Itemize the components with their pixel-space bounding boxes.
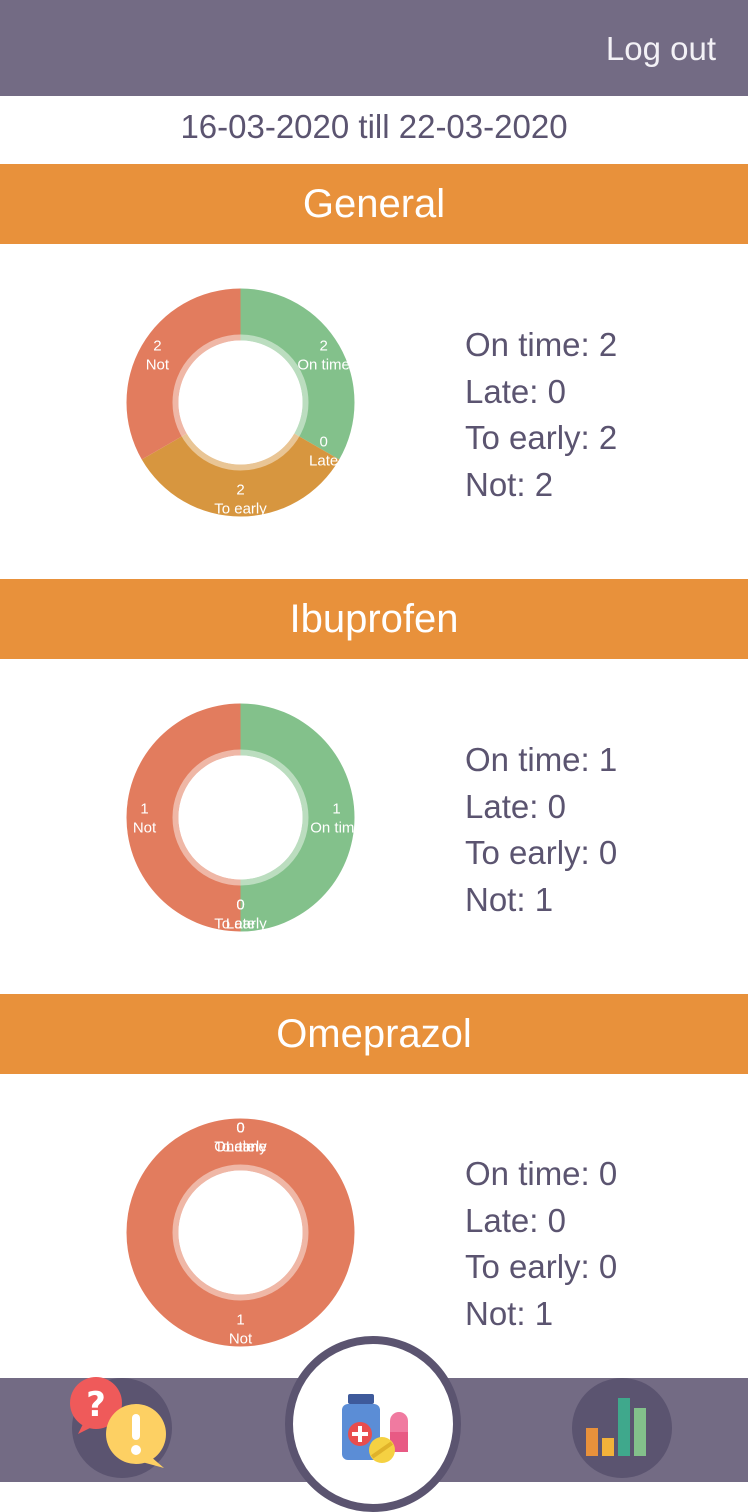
slice-label-not: 2 Not [146,338,170,374]
statistics-button[interactable] [572,1378,672,1478]
stat-not: Not: 2 [465,465,554,503]
help-alert-icon: ? [70,1377,166,1468]
donut-chart-omeprazol: 0 On time 0 Late 0 To early 1 Not [118,1110,363,1355]
slice-label-on-time: 2 On time [297,338,350,374]
date-range: 16-03-2020 till 22-03-2020 [180,108,568,145]
donut-hole [172,749,309,886]
stat-on-time: On time: 1 [465,741,618,778]
stats-general: On time: 2 Late: 0 To early: 2 Not: 2 [465,322,617,508]
slice-label-to-early: 0 To early [214,897,267,933]
slice-label-not: 1 Not [229,1312,253,1348]
slice-not [126,1118,355,1347]
section-title: Ibuprofen [289,596,459,641]
stat-to-early: To early: 2 [465,419,618,456]
bar-chart-icon [586,1398,646,1456]
slice-label-late: 0 Late [309,434,338,470]
slice-label-to-early: 2 To early [214,482,267,518]
slice-label-late: 0 Late [226,1120,255,1156]
slice-not [126,703,241,932]
section-header-ibuprofen: Ibuprofen [0,579,748,659]
stat-on-time: On time: 2 [465,326,618,363]
top-bar: Log out [0,0,748,96]
donut-hole [172,1164,309,1301]
slice-to-early [141,433,340,517]
stat-late: Late: 0 [465,787,566,825]
slice-label-to-early: 0 To early [214,1120,267,1156]
stats-omeprazol: On time: 0 Late: 0 To early: 0 Not: 1 [465,1151,617,1337]
section-header-omeprazol: Omeprazol [0,994,748,1074]
medication-icon [342,1394,408,1463]
logout-button[interactable]: Log out [605,30,716,67]
donut-chart-ibuprofen: 1 On time 0 Late 0 To early 1 Not [118,695,363,940]
stat-late: Late: 0 [465,1201,566,1239]
slice-not [126,288,241,460]
stat-on-time: On time: 0 [465,1155,618,1192]
svg-text:?: ? [86,1385,106,1425]
medication-button[interactable] [285,1336,461,1512]
stat-not: Not: 1 [465,880,554,918]
stat-to-early: To early: 0 [465,1248,618,1285]
donut-svg: 2 On time 0 Late 2 To early 2 Not [126,288,355,518]
stat-late: Late: 0 [465,372,566,410]
help-button[interactable]: ? [70,1377,172,1478]
section-title: Omeprazol [276,1011,472,1056]
slice-label-late: 0 Late [226,897,255,933]
stat-to-early: To early: 0 [465,834,618,871]
section-title: General [302,181,446,226]
donut-hole [172,334,309,471]
slice-on-time [240,288,355,460]
slice-label-on-time: 0 On time [214,1120,267,1156]
slice-label-on-time: 1 On time [310,801,363,837]
donut-chart-general: 2 On time 0 Late 2 To early 2 Not [118,280,363,525]
stats-ibuprofen: On time: 1 Late: 0 To early: 0 Not: 1 [465,737,617,923]
stat-not: Not: 1 [465,1294,554,1332]
section-header-general: General [0,164,748,244]
slice-label-not: 1 Not [133,801,157,837]
slice-on-time [240,703,355,932]
